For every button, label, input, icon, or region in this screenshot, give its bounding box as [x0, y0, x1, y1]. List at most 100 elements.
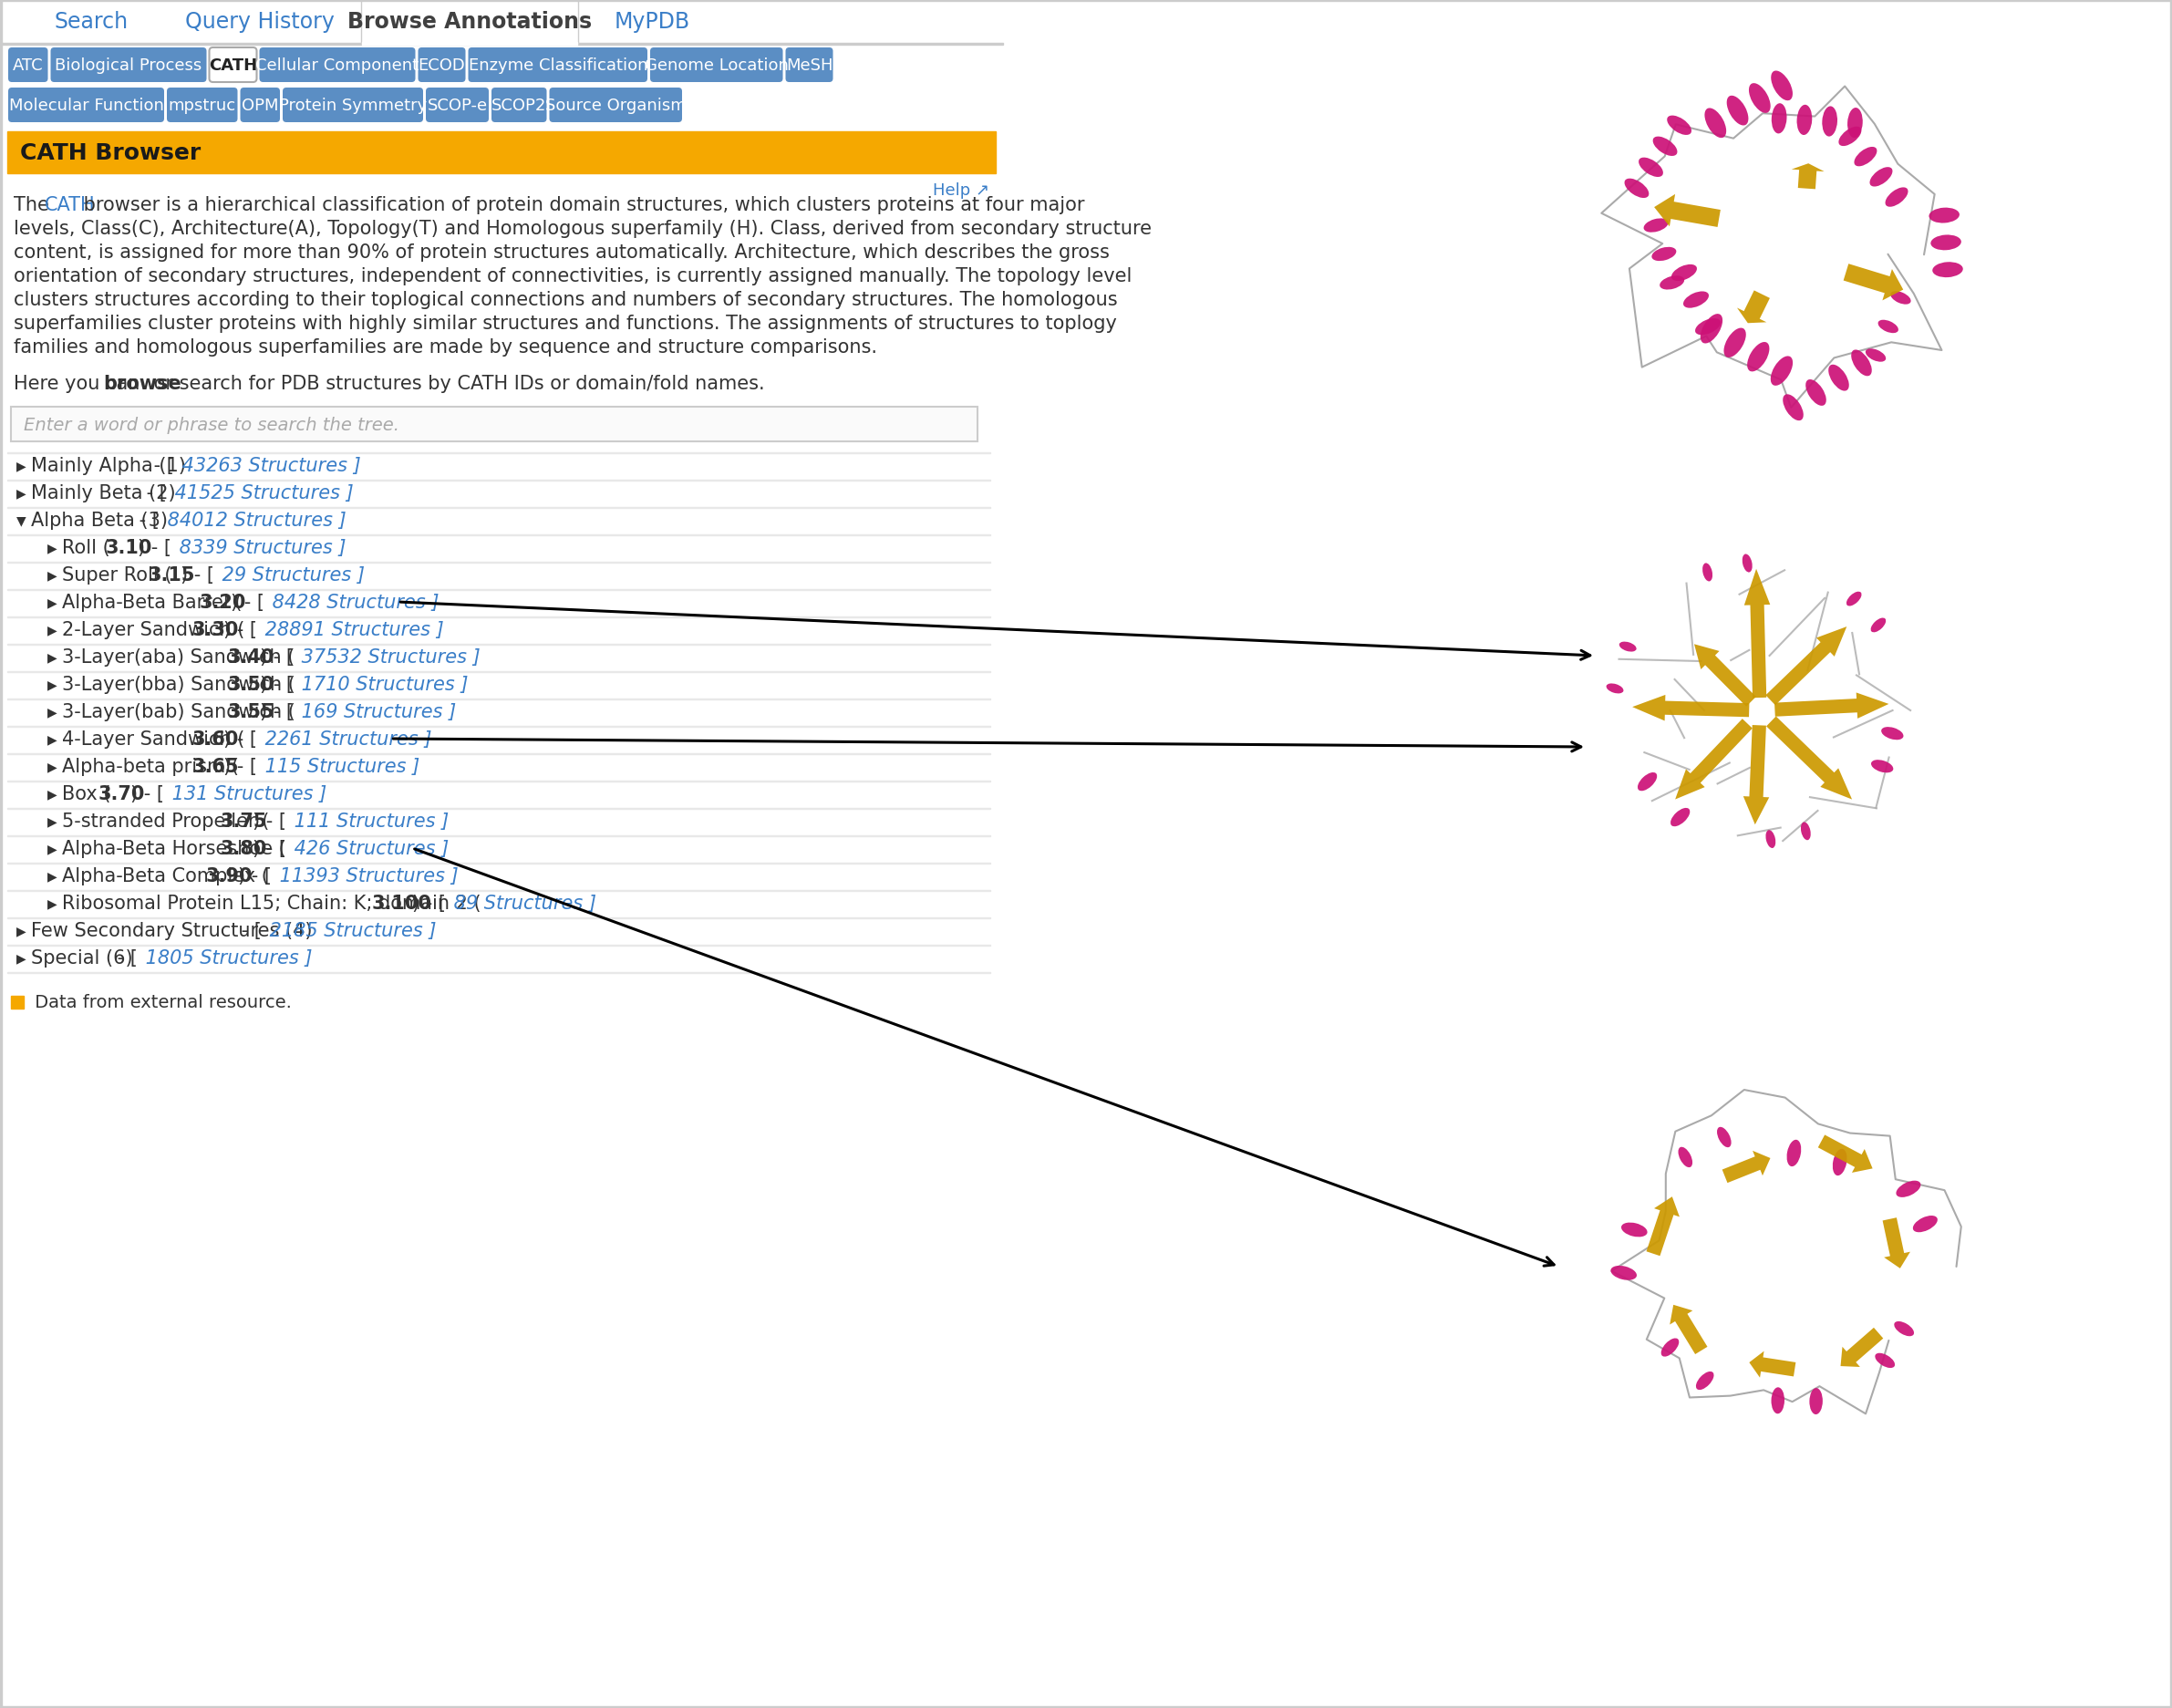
Text: or search for PDB structures by CATH IDs or domain/fold names.: or search for PDB structures by CATH IDs… — [148, 374, 765, 393]
Text: 84012 Structures ]: 84012 Structures ] — [161, 511, 348, 529]
Text: ) - [: ) - [ — [224, 757, 258, 775]
Ellipse shape — [1848, 109, 1864, 138]
Text: Alpha-Beta Barrel (: Alpha-Beta Barrel ( — [63, 593, 241, 611]
Text: families and homologous superfamilies are made by sequence and structure compari: families and homologous superfamilies ar… — [13, 338, 877, 357]
Text: MeSH: MeSH — [786, 58, 832, 73]
Text: ) - [: ) - [ — [130, 784, 163, 803]
Text: browser is a hierarchical classification of protein domain structures, which clu: browser is a hierarchical classification… — [78, 196, 1084, 214]
Ellipse shape — [1607, 683, 1622, 693]
Ellipse shape — [1890, 292, 1911, 306]
Text: ) - [: ) - [ — [230, 593, 265, 611]
Text: ) - [: ) - [ — [261, 647, 293, 666]
Ellipse shape — [1879, 321, 1898, 333]
Text: 29 Structures ]: 29 Structures ] — [215, 565, 365, 584]
Polygon shape — [1655, 195, 1720, 227]
Text: 3.20: 3.20 — [200, 593, 245, 611]
Text: 3.55: 3.55 — [228, 702, 276, 721]
Polygon shape — [1633, 695, 1748, 721]
Ellipse shape — [1822, 108, 1838, 137]
Polygon shape — [1670, 1305, 1707, 1354]
Polygon shape — [1883, 1218, 1909, 1269]
Text: - [: - [ — [132, 511, 159, 529]
Text: ▶: ▶ — [48, 541, 56, 553]
Ellipse shape — [1662, 1339, 1679, 1356]
Text: ▶: ▶ — [48, 705, 56, 717]
Text: CATH: CATH — [209, 58, 256, 73]
Text: orientation of secondary structures, independent of connectivities, is currently: orientation of secondary structures, ind… — [13, 266, 1132, 285]
Text: Roll (: Roll ( — [63, 538, 111, 557]
Text: MyPDB: MyPDB — [615, 10, 691, 32]
Text: Mainly Alpha (1): Mainly Alpha (1) — [30, 456, 187, 475]
Text: Biological Process: Biological Process — [54, 58, 202, 73]
Text: 115 Structures ]: 115 Structures ] — [258, 757, 419, 775]
Ellipse shape — [1870, 760, 1894, 774]
Text: ▶: ▶ — [48, 869, 56, 883]
Ellipse shape — [1896, 1180, 1920, 1197]
Text: 3.65: 3.65 — [191, 757, 239, 775]
FancyBboxPatch shape — [50, 48, 206, 84]
Ellipse shape — [1612, 1266, 1638, 1281]
Ellipse shape — [1705, 109, 1727, 138]
Text: Protein Symmetry: Protein Symmetry — [278, 97, 428, 114]
Text: Help ↗: Help ↗ — [932, 183, 988, 198]
Text: 41525 Structures ]: 41525 Structures ] — [169, 483, 354, 502]
Ellipse shape — [1851, 350, 1872, 377]
Ellipse shape — [1668, 116, 1692, 135]
Ellipse shape — [1885, 188, 1907, 208]
Text: 3.30: 3.30 — [191, 620, 239, 639]
Text: CATH Browser: CATH Browser — [20, 142, 200, 164]
Text: ▶: ▶ — [17, 924, 26, 938]
Text: levels, Class(C), Architecture(A), Topology(T) and Homologous superfamily (H). C: levels, Class(C), Architecture(A), Topol… — [13, 220, 1151, 237]
Bar — [0, 0, 1003, 44]
Text: content, is assigned for more than 90% of protein structures automatically. Arch: content, is assigned for more than 90% o… — [13, 243, 1110, 261]
Text: 3.10: 3.10 — [104, 538, 152, 557]
Ellipse shape — [1703, 564, 1712, 582]
Polygon shape — [1694, 644, 1755, 707]
Polygon shape — [1744, 569, 1770, 699]
Ellipse shape — [1694, 319, 1720, 336]
Text: 426 Structures ]: 426 Structures ] — [289, 839, 450, 857]
FancyBboxPatch shape — [786, 48, 834, 84]
Text: ) - [: ) - [ — [239, 866, 272, 885]
FancyBboxPatch shape — [9, 89, 165, 123]
Ellipse shape — [1870, 167, 1892, 188]
Text: - [: - [ — [141, 483, 167, 502]
Ellipse shape — [1725, 328, 1746, 359]
Ellipse shape — [1796, 106, 1811, 137]
Ellipse shape — [1801, 823, 1811, 840]
Ellipse shape — [1653, 137, 1677, 157]
Text: Super Roll (: Super Roll ( — [63, 565, 172, 584]
Text: ▶: ▶ — [48, 815, 56, 828]
Ellipse shape — [1788, 1139, 1801, 1167]
Text: Here you can: Here you can — [13, 374, 146, 393]
Text: ▶: ▶ — [48, 787, 56, 801]
Text: 3.40: 3.40 — [228, 647, 274, 666]
Ellipse shape — [1727, 96, 1748, 126]
Text: ▶: ▶ — [48, 733, 56, 745]
Text: Molecular Function: Molecular Function — [9, 97, 163, 114]
Text: Query History: Query History — [185, 10, 334, 32]
Ellipse shape — [1742, 555, 1753, 572]
Text: 2-Layer Sandwich (: 2-Layer Sandwich ( — [63, 620, 245, 639]
Ellipse shape — [1620, 1223, 1646, 1237]
Text: Alpha-beta prism (: Alpha-beta prism ( — [63, 757, 239, 775]
Ellipse shape — [1672, 265, 1696, 282]
Text: 8428 Structures ]: 8428 Structures ] — [267, 593, 439, 611]
Ellipse shape — [1746, 343, 1770, 372]
Ellipse shape — [1894, 1322, 1914, 1336]
Text: Ribosomal Protein L15; Chain: K; domain 2 (: Ribosomal Protein L15; Chain: K; domain … — [63, 893, 482, 912]
Ellipse shape — [1805, 381, 1827, 407]
Text: Few Secondary Structures (4): Few Secondary Structures (4) — [30, 921, 313, 939]
Ellipse shape — [1929, 208, 1959, 224]
Polygon shape — [1748, 1351, 1796, 1378]
Text: 5-stranded Propeller (: 5-stranded Propeller ( — [63, 811, 269, 830]
Ellipse shape — [1766, 830, 1775, 849]
FancyBboxPatch shape — [282, 89, 424, 123]
Ellipse shape — [1874, 1353, 1894, 1368]
FancyBboxPatch shape — [9, 48, 48, 84]
Text: Alpha-Beta Complex (: Alpha-Beta Complex ( — [63, 866, 269, 885]
Text: 3.70: 3.70 — [98, 784, 146, 803]
Text: ) - [: ) - [ — [261, 702, 293, 721]
Text: 3-Layer(bba) Sandwich (: 3-Layer(bba) Sandwich ( — [63, 675, 295, 693]
Text: 2185 Structures ]: 2185 Structures ] — [263, 921, 437, 939]
